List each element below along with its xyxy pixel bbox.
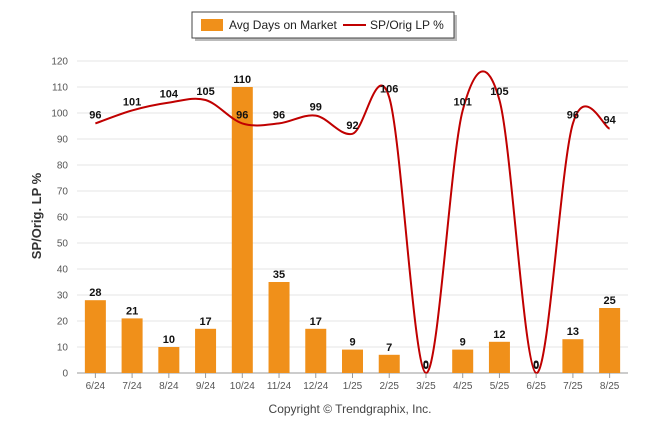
bar-value-label: 7: [386, 342, 392, 354]
line-value-label: 105: [196, 86, 214, 98]
x-tick-label: 5/25: [490, 381, 510, 392]
y-tick-label: 30: [57, 291, 69, 302]
x-tick-label: 9/24: [196, 381, 216, 392]
line-value-label: 106: [380, 83, 398, 95]
line-value-label: 96: [236, 109, 248, 121]
y-tick-label: 80: [57, 161, 69, 172]
y-tick-label: 60: [57, 213, 69, 224]
x-tick-label: 10/24: [230, 381, 255, 392]
x-tick-label: 2/25: [379, 381, 399, 392]
line-value-label: 94: [604, 115, 617, 127]
line-value-label: 101: [454, 96, 472, 108]
bars: [84, 87, 621, 373]
y-tick-label: 50: [57, 239, 69, 250]
bar-value-label: 21: [126, 305, 138, 317]
x-axis-ticks: 6/24 7/24 8/24 9/24 10/24 11/24 12/24 1/25 2/25 3…: [86, 373, 620, 392]
line-value-label: 99: [310, 102, 322, 114]
bar: [305, 328, 327, 373]
bar: [562, 339, 584, 373]
bar: [121, 318, 143, 373]
y-tick-label: 0: [62, 369, 68, 380]
gridlines: [77, 60, 628, 374]
y-tick-label: 10: [57, 343, 69, 354]
x-tick-label: 8/25: [600, 381, 620, 392]
bar-value-label: 9: [349, 337, 355, 349]
bar: [488, 341, 510, 373]
bar: [268, 282, 290, 373]
copyright-footer: Copyright © Trendgraphix, Inc.: [269, 402, 432, 416]
bar-data-labels: 28 21 10 17 110 35 17 9 7 0 9 12 0 13 25: [89, 74, 616, 372]
legend: Avg Days on Market SP/Orig LP %: [191, 11, 457, 41]
line-series: [95, 70, 611, 375]
line-value-label: 96: [567, 109, 579, 121]
y-axis-title: SP/Orig. LP %: [29, 172, 44, 259]
bar: [342, 349, 363, 373]
y-tick-label: 40: [57, 265, 69, 276]
sp-orig-lp-line: [95, 70, 611, 375]
line-value-label: 101: [123, 96, 141, 108]
bar-value-label: 17: [310, 316, 322, 328]
bar-value-label: 25: [604, 295, 616, 307]
line-value-label: 0: [533, 359, 539, 371]
legend-box: [191, 11, 455, 39]
bar-value-label: 28: [89, 287, 101, 299]
x-tick-label: 3/25: [416, 381, 436, 392]
bar: [452, 349, 474, 373]
bar-value-label: 110: [233, 74, 251, 86]
bar: [231, 87, 253, 373]
y-axis-ticks: 0 10 20 30 40 50 60 70 80 90 100 110 120: [51, 57, 68, 380]
line-value-label: 105: [490, 86, 508, 98]
y-tick-label: 100: [51, 109, 68, 120]
y-tick-label: 120: [51, 57, 68, 68]
line-value-label: 96: [89, 109, 101, 121]
x-tick-label: 6/24: [86, 381, 106, 392]
bar-value-label: 10: [163, 334, 175, 346]
bar: [195, 328, 217, 373]
y-tick-label: 20: [57, 317, 69, 328]
x-tick-label: 7/25: [563, 381, 583, 392]
line-value-label: 104: [160, 89, 179, 101]
bar-value-label: 17: [199, 316, 211, 328]
bar-value-label: 0: [423, 360, 429, 372]
x-tick-label: 12/24: [303, 381, 328, 392]
line-value-label: 92: [346, 120, 358, 132]
bar: [158, 347, 180, 373]
x-tick-label: 8/24: [159, 381, 179, 392]
bar-value-label: 35: [273, 269, 285, 281]
bar-value-label: 0: [533, 360, 539, 372]
y-tick-label: 90: [57, 135, 69, 146]
x-tick-label: 4/25: [453, 381, 473, 392]
bar-value-label: 9: [460, 337, 466, 349]
y-tick-label: 70: [57, 187, 69, 198]
bar: [599, 308, 621, 373]
x-tick-label: 7/24: [122, 381, 142, 392]
x-tick-label: 1/25: [343, 381, 363, 392]
bar: [378, 354, 400, 373]
line-value-label: 96: [273, 109, 285, 121]
legend-bar-label: Avg Days on Market: [229, 18, 337, 32]
legend-line-label: SP/Orig LP %: [370, 18, 444, 32]
x-tick-label: 6/25: [526, 381, 546, 392]
x-tick-label: 11/24: [267, 381, 292, 392]
legend-bar-swatch: [201, 19, 223, 31]
bar-value-label: 13: [567, 326, 579, 338]
y-tick-label: 110: [52, 83, 68, 94]
bar: [84, 300, 106, 373]
line-value-label: 0: [423, 359, 429, 371]
bar-value-label: 12: [493, 329, 505, 341]
